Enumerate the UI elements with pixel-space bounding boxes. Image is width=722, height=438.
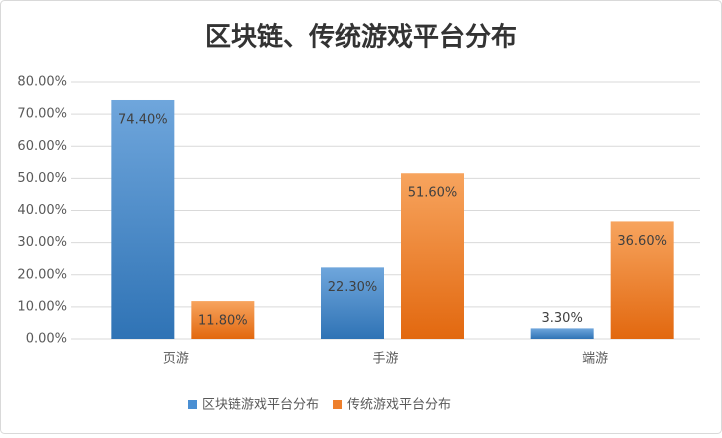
bar <box>530 328 594 339</box>
legend-label: 传统游戏平台分布 <box>347 398 451 413</box>
value-label: 11.80% <box>198 314 248 329</box>
bar <box>321 267 384 339</box>
bar <box>401 173 464 339</box>
value-label: 74.40% <box>118 112 168 127</box>
value-label: 51.60% <box>408 186 458 201</box>
value-label: 3.30% <box>542 311 583 326</box>
bar <box>111 99 175 340</box>
y-tick-label: 80.00% <box>17 75 67 90</box>
bar <box>191 301 255 339</box>
legend-label: 区块链游戏平台分布 <box>202 398 319 413</box>
y-tick-label: 60.00% <box>17 139 67 154</box>
bar <box>610 221 674 339</box>
chart-title: 区块链、传统游戏平台分布 <box>205 22 517 53</box>
x-tick-label: 端游 <box>582 352 608 367</box>
y-tick-label: 40.00% <box>17 203 67 218</box>
x-tick-label: 手游 <box>372 352 398 367</box>
legend-swatch <box>188 400 197 409</box>
y-tick-label: 10.00% <box>17 299 67 314</box>
x-tick-label: 页游 <box>163 352 189 367</box>
y-tick-label: 70.00% <box>17 107 67 122</box>
y-tick-label: 50.00% <box>17 171 67 186</box>
y-tick-label: 20.00% <box>17 267 67 282</box>
legend-swatch <box>333 400 343 409</box>
value-label: 36.60% <box>617 234 667 249</box>
value-label: 22.30% <box>328 280 378 295</box>
y-tick-label: 0.00% <box>26 332 67 347</box>
y-tick-label: 30.00% <box>17 235 67 250</box>
